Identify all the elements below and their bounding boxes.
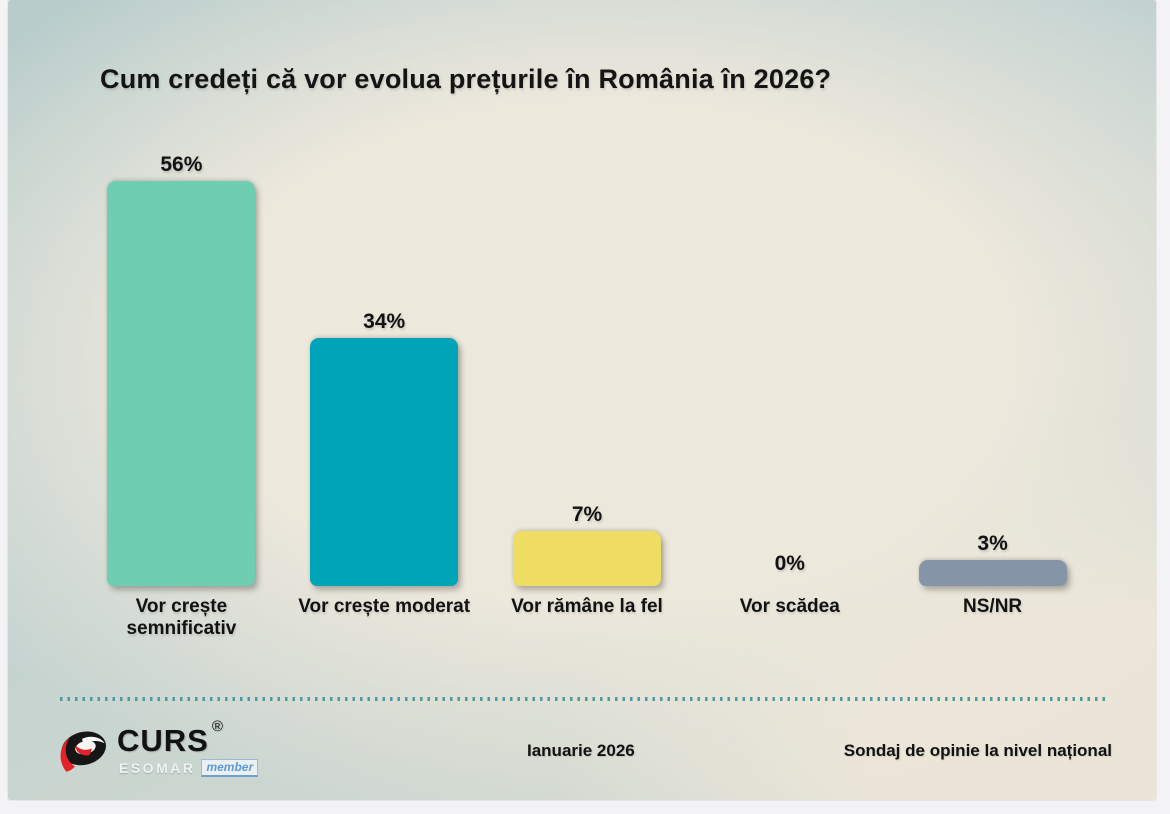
- survey-scope-note: Sondaj de opinie la nivel național: [843, 740, 1112, 760]
- category-label: Vor crește moderat: [298, 596, 471, 617]
- category-label: NS/NR: [963, 596, 1023, 617]
- bar-value-label: 56%: [160, 153, 203, 176]
- bar: [918, 560, 1067, 586]
- bar-chart: 56% 34% 7% 0% 3%: [80, 102, 1094, 586]
- bar-value-label: 34%: [363, 310, 406, 333]
- esomar-member-badge: member: [201, 758, 259, 777]
- logo-brand-text: CURS ®: [117, 719, 258, 758]
- esomar-text: ESOMAR: [119, 759, 196, 776]
- brand-word: CURS: [117, 722, 209, 758]
- bar-value-label: 0%: [774, 552, 805, 575]
- curs-swirl-icon: [60, 731, 106, 772]
- esomar-row: ESOMAR member: [119, 758, 259, 777]
- bar: [512, 531, 661, 586]
- bar-column: 3%: [891, 102, 1094, 586]
- category-label: Vor crește semnificativ: [126, 596, 237, 640]
- category-label: Vor scădea: [739, 596, 840, 617]
- bar: [107, 181, 256, 586]
- footer: CURS ® ESOMAR member Ianuarie 2026 Sondaj…: [8, 719, 1156, 795]
- slide: Cum credeți că vor evolua prețurile în R…: [8, 0, 1156, 800]
- bar-value-label: 3%: [977, 532, 1008, 555]
- bar-column: 7%: [486, 102, 689, 586]
- chart-title: Cum credeți că vor evolua prețurile în R…: [100, 64, 832, 94]
- bar: [310, 338, 459, 586]
- logo-text-block: CURS ® ESOMAR member: [117, 719, 259, 777]
- curs-logo: CURS ® ESOMAR member: [56, 719, 259, 777]
- category-labels-row: Vor crește semnificativ Vor crește modera…: [80, 596, 1094, 641]
- category-label: Vor rămâne la fel: [511, 596, 663, 617]
- bar-column: 34%: [283, 102, 486, 586]
- dotted-divider: [60, 696, 1110, 701]
- survey-date: Ianuarie 2026: [527, 740, 635, 760]
- bar-value-label: 7%: [571, 503, 603, 526]
- bar-column: 56%: [80, 102, 283, 586]
- registered-mark: ®: [211, 718, 224, 736]
- bar-column: 0%: [688, 102, 891, 586]
